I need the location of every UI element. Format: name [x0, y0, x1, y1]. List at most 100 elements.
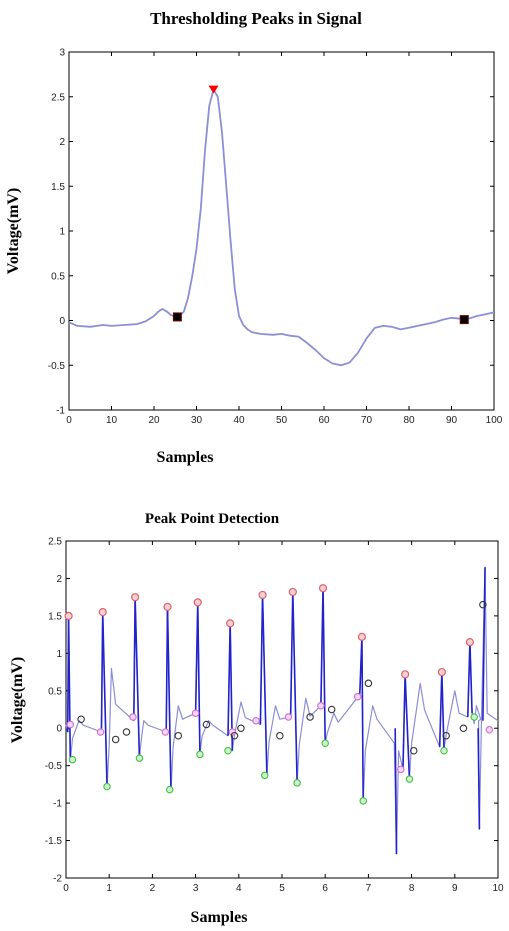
- chart1-ylabel: Voltage(mV): [5, 188, 22, 275]
- chart1-xtick-label: 80: [403, 415, 415, 426]
- chart2-ylabel: Voltage(mV): [9, 657, 26, 744]
- chart2-r-peak-marker: [98, 608, 107, 617]
- chart2-xtick-label: 8: [409, 883, 415, 894]
- chart2-r-peak-marker: [288, 587, 297, 597]
- chart2-xlabel: Samples: [191, 909, 248, 926]
- chart2-ytick-label: 1: [56, 649, 62, 660]
- chart1-xtick-label: 90: [446, 415, 458, 426]
- chart2-xtick-label: 6: [322, 883, 328, 894]
- chart2-baseline-marker: [364, 679, 373, 688]
- chart2-r-peak-marker: [465, 637, 475, 647]
- chart2-r-spike-down: [134, 597, 141, 759]
- chart2-t-wave-marker: [353, 693, 362, 701]
- chart2-ytick-label: 1.5: [48, 611, 62, 622]
- chart1-ytick-label: 2.5: [51, 92, 65, 103]
- chart1-axes-box: [68, 51, 495, 411]
- chart2-ytick-label: 0.5: [48, 686, 62, 697]
- chart2-r-spike-up: [402, 674, 406, 770]
- chart1-ytick-label: 0.5: [51, 271, 65, 282]
- chart2-t-wave-marker: [191, 709, 200, 717]
- chart1-xlabel: Samples: [157, 449, 214, 466]
- chart2-baseline-marker: [202, 720, 211, 729]
- chart2-t-wave-marker: [66, 720, 75, 729]
- chart2-r-spike-down: [361, 636, 365, 802]
- chart2-t-wave-marker: [129, 713, 137, 721]
- chart2-xtick-label: 2: [150, 883, 156, 894]
- chart2-ytick-label: 0: [56, 724, 62, 735]
- chart2-ytick-label: -2: [53, 874, 62, 885]
- chart1-xtick-label: 20: [148, 415, 160, 426]
- chart2-r-spike-down: [469, 642, 473, 714]
- chart2-down-spike: [394, 728, 398, 855]
- chart2-s-point-marker: [103, 782, 111, 791]
- chart2-ytick-label: -1.5: [45, 836, 63, 847]
- chart2-t-wave-marker: [252, 716, 260, 725]
- chart1-xtick-label: 10: [106, 415, 118, 426]
- chart2-s-point-marker: [470, 713, 478, 721]
- chart1-plot-area: 0 10 20 30 40 50 60 70 80 90 100 -1 -0.5 0 0.5 1 1.5 2 2.5…: [48, 48, 503, 427]
- chart2-ytick-label: -1: [53, 799, 62, 810]
- chart2-down-spike: [477, 728, 481, 830]
- chart2-baseline-marker: [77, 715, 85, 723]
- chart2-baseline-marker: [174, 731, 183, 740]
- chart1-peak-marker: [208, 85, 219, 94]
- chart2-baseline-marker: [237, 724, 245, 732]
- chart2-ytick-label: -0.5: [45, 761, 63, 772]
- chart2-s-point-marker: [68, 755, 77, 764]
- chart2-title: Peak Point Detection: [145, 511, 280, 527]
- chart1-title: Thresholding Peaks in Signal: [150, 9, 362, 28]
- chart2-t-wave-marker: [397, 765, 405, 774]
- chart1-xtick-label: 70: [361, 415, 373, 426]
- chart2-t-wave-marker: [317, 702, 325, 710]
- chart2-r-spike-down: [196, 602, 201, 755]
- chart2-r-peak-marker: [258, 590, 267, 600]
- chart1-xtick-label: 0: [66, 415, 72, 426]
- chart1-ytick-label: 2: [59, 137, 65, 148]
- chart2-r-peak-marker: [318, 584, 328, 593]
- chart2-baseline-marker: [276, 731, 284, 740]
- chart2-s-point-marker: [440, 746, 448, 755]
- chart2-r-spike-down: [441, 672, 445, 750]
- chart2-r-spike-down: [67, 615, 72, 762]
- chart2-s-point-marker: [165, 785, 174, 794]
- chart2-r-peak-marker: [64, 611, 73, 620]
- chart1-xtick-label: 40: [233, 415, 245, 426]
- chart1-ytick-label: 1.5: [51, 182, 65, 193]
- chart1-ytick-label: 0: [59, 316, 65, 327]
- chart2-xtick-label: 10: [492, 883, 504, 894]
- chart2-s-point-marker: [359, 797, 367, 805]
- chart1-ytick-label: -1: [56, 406, 65, 417]
- chart2-s-point-marker: [135, 754, 144, 762]
- chart2-big-r-spike: [482, 567, 486, 721]
- chart1-ytick-label: 1: [59, 227, 65, 238]
- chart2-baseline-marker: [306, 713, 314, 721]
- chart1-ytick-label: -0.5: [48, 361, 66, 372]
- chart2-baseline-marker: [111, 735, 120, 744]
- chart2-xtick-label: 5: [279, 883, 285, 894]
- chart2-baseline-marker: [327, 705, 336, 714]
- chart2-t-wave-marker: [485, 725, 494, 734]
- chart2-baseline-marker: [122, 728, 131, 736]
- chart2-r-spike-up: [289, 591, 294, 718]
- chart2-s-point-marker: [405, 775, 414, 783]
- chart2-xtick-label: 4: [236, 883, 242, 894]
- chart1-xtick-label: 50: [276, 415, 288, 426]
- chart2-baseline-marker: [459, 724, 468, 732]
- chart2-t-wave-marker: [284, 713, 293, 721]
- chart2-baseline-marker: [230, 731, 239, 740]
- chart2-ytick-label: 2.5: [48, 537, 62, 548]
- chart2-s-point-marker: [260, 771, 269, 780]
- chart2-r-peak-marker: [163, 602, 172, 612]
- chart2-xtick-label: 0: [63, 883, 69, 894]
- chart1-threshold-marker: [459, 315, 469, 325]
- chart2-r-peak-marker: [226, 619, 235, 628]
- chart1-signal-line: [68, 88, 495, 367]
- chart2-r-peak-marker: [357, 632, 367, 641]
- chart2-r-spike-down: [101, 612, 108, 787]
- chart2-axes-box: [65, 540, 499, 879]
- chart2-xtick-label: 3: [193, 883, 199, 894]
- chart2-xtick-label: 1: [106, 883, 112, 894]
- chart1-xtick-label: 60: [318, 415, 330, 426]
- chart2-baseline-marker: [442, 731, 450, 740]
